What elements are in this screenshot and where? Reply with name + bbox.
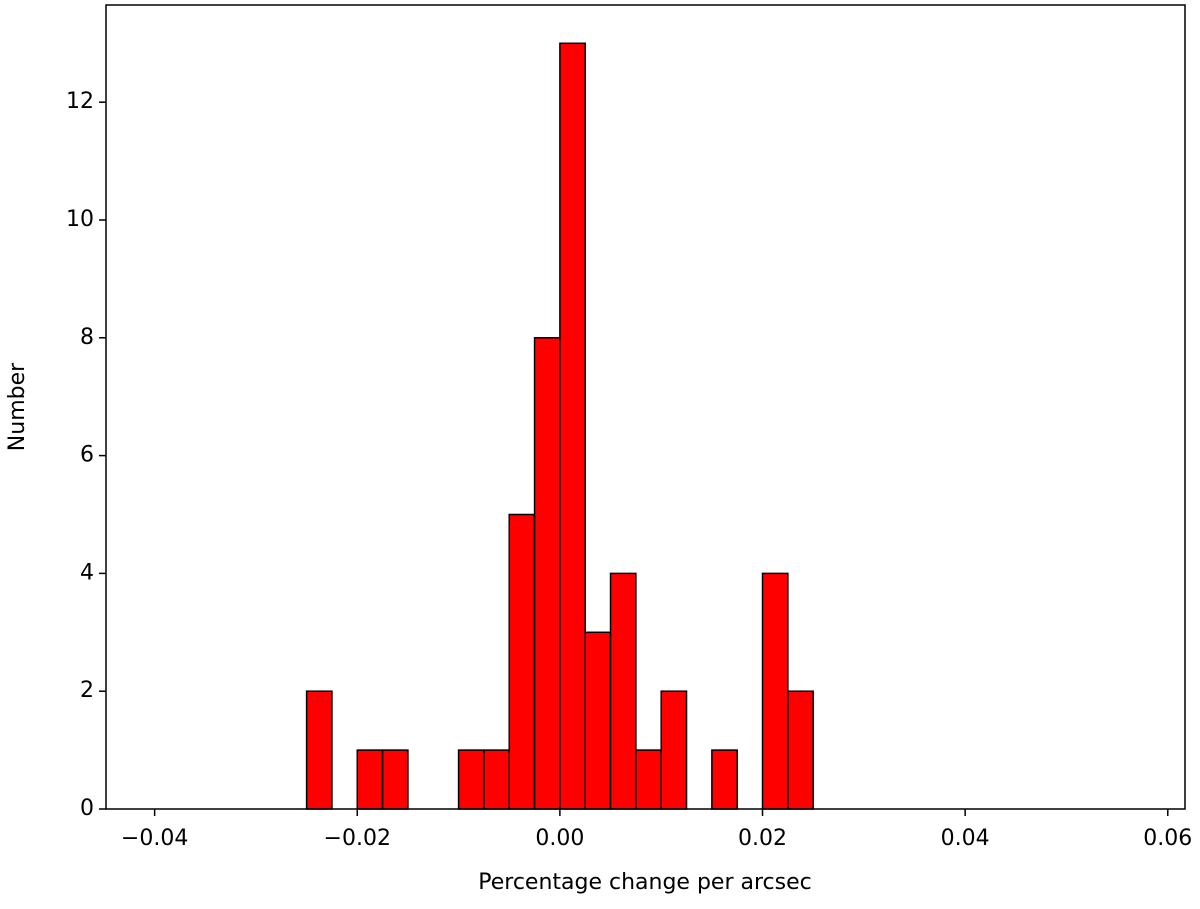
plot-frame — [105, 4, 1186, 810]
y-axis-label: Number — [5, 362, 30, 451]
bar — [356, 749, 384, 810]
bar — [533, 337, 561, 810]
bar — [483, 749, 510, 810]
bar — [584, 631, 612, 810]
bar — [711, 749, 738, 810]
x-tick-label: −0.04 — [121, 826, 188, 851]
bar — [660, 690, 688, 810]
bar — [609, 572, 637, 810]
x-tick-label: 0.00 — [535, 826, 584, 851]
bar — [305, 690, 333, 810]
x-tick-label: 0.04 — [941, 826, 990, 851]
x-tick-label: −0.02 — [324, 826, 391, 851]
bar — [381, 749, 409, 810]
y-tick-label: 0 — [80, 796, 94, 821]
bar — [787, 690, 814, 810]
x-tick-label: 0.06 — [1143, 826, 1192, 851]
y-tick-label: 6 — [80, 443, 94, 468]
y-tick-label: 10 — [66, 207, 94, 232]
bar — [508, 513, 536, 810]
y-tick-label: 8 — [80, 325, 94, 350]
y-tick-label: 12 — [66, 89, 94, 114]
bar — [457, 749, 485, 810]
bar — [559, 42, 586, 810]
bar — [635, 749, 662, 810]
bar — [761, 572, 789, 810]
y-tick-label: 2 — [80, 678, 94, 703]
y-tick-label: 4 — [80, 560, 94, 585]
x-tick-label: 0.02 — [738, 826, 787, 851]
x-axis-label: Percentage change per arcsec — [478, 870, 811, 895]
